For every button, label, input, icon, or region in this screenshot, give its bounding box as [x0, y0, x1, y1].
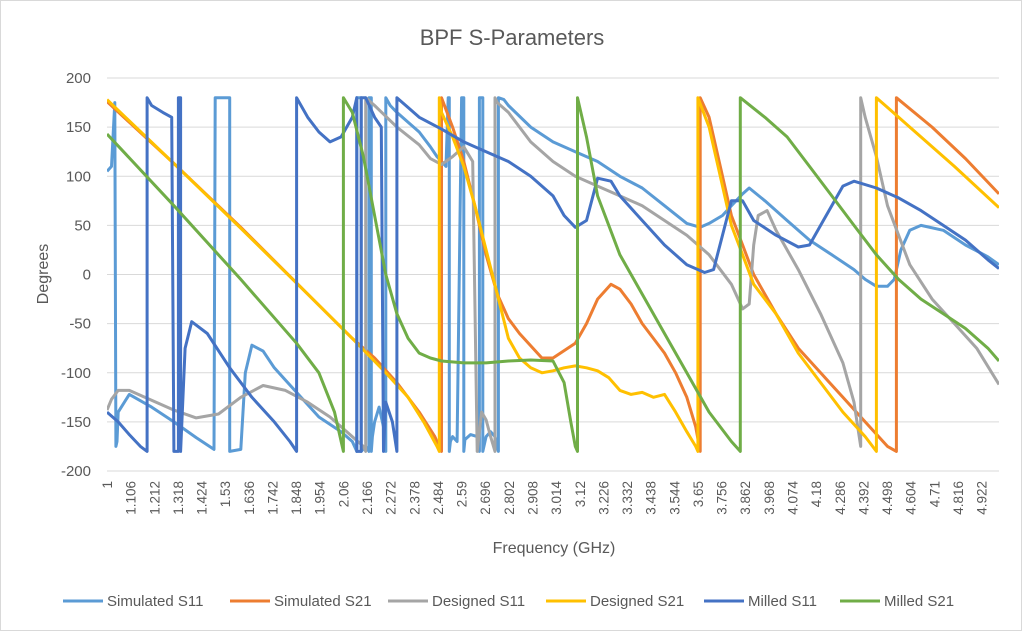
legend-label: Simulated S21 — [274, 593, 372, 610]
x-tick-label: 3.12 — [573, 481, 588, 507]
x-tick-label: 4.604 — [904, 481, 919, 515]
y-tick-label: -100 — [61, 365, 91, 382]
legend-label: Designed S21 — [590, 593, 684, 610]
x-tick-label: 2.802 — [502, 481, 517, 515]
x-tick-label: 3.756 — [715, 481, 730, 515]
x-tick-label: 2.484 — [431, 481, 446, 515]
legend-label: Simulated S11 — [107, 593, 203, 610]
legend-item: Designed S11 — [388, 593, 525, 610]
x-tick-label: 4.816 — [951, 481, 966, 515]
y-tick-label: -50 — [69, 316, 91, 333]
x-tick-label: 4.392 — [856, 481, 871, 515]
x-tick-label: 2.378 — [407, 481, 422, 515]
series-line-4 — [107, 96, 999, 453]
series-line-6 — [107, 96, 999, 453]
x-tick-label: 2.908 — [525, 481, 540, 515]
legend-item: Simulated S11 — [63, 593, 203, 610]
x-tick-label: 1.848 — [289, 481, 304, 515]
x-tick-label: 2.272 — [384, 481, 399, 515]
series-line-3 — [107, 96, 999, 453]
y-tick-label: 0 — [83, 267, 91, 284]
y-tick-label: 50 — [74, 217, 91, 234]
y-tick-labels: 200 150 100 50 0 -50 -100 -150 -200 — [61, 70, 91, 480]
legend-item: Designed S21 — [546, 593, 684, 610]
legend-label: Designed S11 — [432, 593, 525, 610]
x-tick-label: 3.968 — [762, 481, 777, 515]
x-tick-label: 1.742 — [265, 481, 280, 515]
y-tick-label: -200 — [61, 463, 91, 480]
x-tick-label: 1 — [100, 481, 115, 489]
y-tick-label: -150 — [61, 414, 91, 431]
x-tick-label: 4.286 — [833, 481, 848, 515]
legend: Simulated S11 Simulated S21 Designed S11 De… — [63, 593, 954, 610]
series-line-2 — [107, 96, 999, 453]
series-line-5 — [107, 96, 999, 453]
x-tick-labels: 1 1.106 1.212 1.318 1.424 1.53 1.636 1.742 1.848… — [100, 481, 990, 515]
y-tick-label: 150 — [66, 119, 91, 136]
legend-item: Simulated S21 — [230, 593, 372, 610]
x-tick-label: 3.544 — [667, 481, 682, 515]
y-axis-title: Degrees — [35, 244, 52, 304]
x-tick-label: 2.166 — [360, 481, 375, 515]
series-lines — [107, 96, 999, 453]
x-tick-label: 1.424 — [195, 481, 210, 515]
x-tick-label: 2.696 — [478, 481, 493, 515]
chart-title: BPF S-Parameters — [420, 25, 605, 50]
legend-item: Milled S21 — [840, 593, 954, 610]
x-tick-label: 4.922 — [975, 481, 990, 515]
x-tick-label: 1.212 — [147, 481, 162, 515]
x-tick-label: 3.862 — [738, 481, 753, 515]
series-line-1 — [107, 96, 999, 453]
x-axis-title: Frequency (GHz) — [493, 540, 616, 557]
x-tick-label: 1.53 — [218, 481, 233, 507]
x-tick-label: 3.226 — [596, 481, 611, 515]
y-tick-label: 100 — [66, 168, 91, 185]
x-tick-label: 3.65 — [691, 481, 706, 507]
legend-label: Milled S21 — [884, 593, 954, 610]
x-tick-label: 3.014 — [549, 481, 564, 515]
x-tick-label: 1.954 — [313, 481, 328, 515]
x-tick-label: 2.06 — [336, 481, 351, 507]
x-tick-label: 4.18 — [809, 481, 824, 507]
x-tick-label: 4.71 — [927, 481, 942, 507]
gridlines — [107, 77, 999, 472]
x-tick-label: 4.498 — [880, 481, 895, 515]
y-tick-label: 200 — [66, 70, 91, 87]
legend-item: Milled S11 — [704, 593, 817, 610]
legend-label: Milled S11 — [748, 593, 817, 610]
x-tick-label: 3.438 — [644, 481, 659, 515]
x-tick-label: 3.332 — [620, 481, 635, 515]
x-tick-label: 1.106 — [124, 481, 139, 515]
x-tick-label: 4.074 — [786, 481, 801, 515]
x-tick-label: 1.318 — [171, 481, 186, 515]
x-tick-label: 1.636 — [242, 481, 257, 515]
x-tick-label: 2.59 — [455, 481, 470, 507]
